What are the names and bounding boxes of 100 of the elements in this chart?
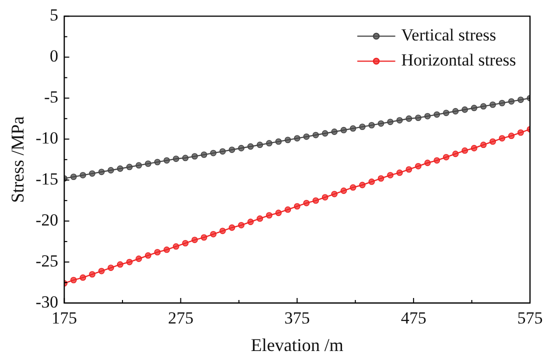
- point: [136, 162, 142, 169]
- point: [387, 118, 394, 126]
- point: [340, 126, 347, 134]
- point: [350, 184, 356, 191]
- point: [116, 261, 124, 268]
- point: [116, 165, 124, 172]
- point: [182, 154, 189, 162]
- point: [424, 160, 431, 166]
- point: [182, 240, 189, 246]
- point: [228, 146, 236, 153]
- point: [219, 148, 226, 155]
- point: [490, 102, 496, 108]
- point: [172, 156, 180, 162]
- point: [284, 206, 292, 213]
- point: [387, 172, 394, 178]
- point: [312, 132, 319, 138]
- point: [498, 100, 506, 106]
- y-tick-label: -20: [36, 210, 58, 230]
- point: [126, 164, 133, 170]
- point: [490, 138, 496, 145]
- point: [238, 222, 244, 228]
- y-axis-title: Stress /MPa: [8, 116, 28, 203]
- point: [247, 218, 254, 226]
- point: [480, 142, 487, 148]
- point: [80, 172, 86, 178]
- point: [164, 246, 170, 253]
- point: [462, 106, 468, 113]
- point: [517, 129, 524, 136]
- point: [350, 125, 356, 132]
- point: [144, 252, 152, 259]
- point: [256, 215, 264, 222]
- point: [144, 160, 152, 167]
- point: [470, 144, 478, 152]
- point: [396, 117, 403, 124]
- point: [108, 264, 114, 271]
- point: [294, 203, 300, 210]
- x-tick-label: 375: [284, 308, 310, 328]
- point: [164, 157, 170, 164]
- point: [70, 276, 77, 284]
- point: [508, 132, 515, 140]
- point: [517, 96, 524, 103]
- point: [154, 248, 161, 256]
- point: [228, 224, 236, 231]
- point: [126, 258, 133, 266]
- point: [238, 144, 244, 152]
- point: [200, 151, 208, 158]
- y-tick-label: -25: [36, 251, 58, 270]
- point: [406, 115, 412, 122]
- point: [312, 197, 319, 204]
- point: [434, 111, 440, 118]
- point: [406, 166, 412, 173]
- point: [442, 154, 450, 160]
- point: [256, 142, 264, 148]
- y-tick-label: 0: [50, 46, 58, 66]
- point: [70, 174, 77, 180]
- point: [266, 140, 272, 146]
- point: [247, 143, 254, 150]
- point: [191, 153, 198, 160]
- point: [508, 98, 515, 105]
- point: [200, 234, 208, 241]
- legend-label: Vertical stress: [401, 26, 496, 45]
- point: [368, 122, 375, 128]
- point: [89, 170, 96, 177]
- legend-label: Horizontal stress: [401, 50, 516, 70]
- point: [470, 104, 478, 112]
- y-tick-label: -5: [44, 88, 58, 107]
- point: [378, 120, 384, 127]
- point: [452, 150, 459, 158]
- point: [331, 128, 338, 135]
- point: [89, 271, 96, 278]
- point: [303, 200, 310, 206]
- point: [136, 256, 142, 262]
- point: [368, 178, 375, 185]
- point: [284, 136, 292, 144]
- point: [480, 103, 487, 110]
- x-tick-label: 275: [168, 308, 194, 328]
- y-tick-label: -30: [36, 292, 58, 312]
- y-tick-label: -15: [36, 170, 58, 189]
- point: [442, 110, 450, 116]
- x-axis-title: Elevation /m: [250, 334, 344, 355]
- x-tick-label: 575: [517, 308, 543, 328]
- point: [359, 124, 366, 130]
- point: [415, 162, 422, 170]
- point: [424, 112, 431, 120]
- y-tick-label: -10: [36, 128, 58, 148]
- x-tick-label: 175: [52, 308, 78, 328]
- point: [452, 108, 459, 114]
- point: [191, 236, 198, 244]
- point: [210, 230, 216, 238]
- point: [340, 188, 347, 194]
- point: [322, 130, 328, 137]
- point: [275, 210, 282, 216]
- point: [498, 135, 506, 142]
- point: [172, 243, 180, 250]
- point: [154, 158, 161, 166]
- y-tick-label: 5: [50, 6, 58, 25]
- point: [434, 157, 440, 164]
- point: [80, 274, 86, 281]
- point: [108, 167, 114, 174]
- point: [359, 182, 366, 188]
